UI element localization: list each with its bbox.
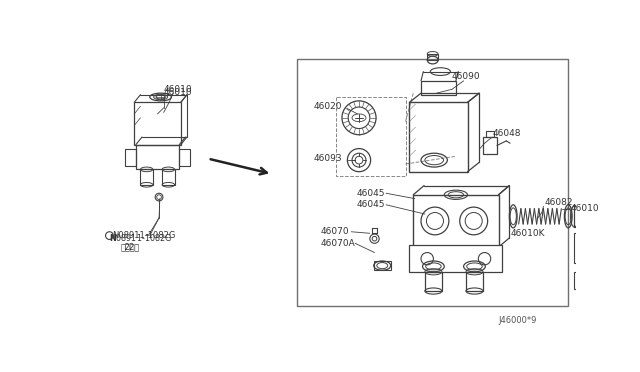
Text: $\bf{N}$08911-1082G: $\bf{N}$08911-1082G	[109, 232, 172, 243]
Bar	[162, 169, 175, 185]
Text: 46020: 46020	[314, 102, 342, 111]
Text: 46070: 46070	[320, 227, 349, 236]
Bar	[125, 148, 136, 166]
Bar	[410, 245, 502, 272]
Text: （2）: （2）	[120, 243, 135, 251]
Text: 46070A: 46070A	[320, 239, 355, 248]
Bar	[140, 169, 153, 185]
Bar	[428, 54, 438, 60]
Text: 46010: 46010	[164, 85, 193, 94]
Bar	[374, 261, 391, 270]
Bar	[421, 81, 456, 95]
Bar	[179, 148, 190, 166]
Text: 46090: 46090	[452, 73, 481, 81]
Text: （2）: （2）	[124, 242, 140, 251]
Text: 46010: 46010	[571, 204, 599, 213]
Text: N08911-1082G: N08911-1082G	[113, 231, 176, 240]
Bar	[413, 195, 499, 247]
Text: 46045: 46045	[356, 200, 385, 209]
Bar	[575, 206, 588, 227]
Bar	[621, 212, 628, 220]
Text: 46048: 46048	[492, 129, 521, 138]
Bar	[410, 102, 467, 172]
Bar	[466, 272, 483, 291]
Text: 46010K: 46010K	[510, 229, 545, 238]
Text: 46010: 46010	[164, 88, 193, 97]
Text: 46082: 46082	[545, 198, 573, 207]
Bar	[136, 145, 179, 169]
Text: 46093: 46093	[313, 154, 342, 163]
Bar	[425, 272, 442, 291]
Bar	[483, 137, 497, 154]
Bar	[486, 131, 494, 137]
Bar	[575, 233, 628, 263]
Bar	[297, 58, 568, 307]
Text: J46000*9: J46000*9	[499, 316, 537, 325]
Bar	[134, 102, 180, 145]
Text: 46045: 46045	[356, 189, 385, 198]
Bar	[575, 272, 628, 289]
